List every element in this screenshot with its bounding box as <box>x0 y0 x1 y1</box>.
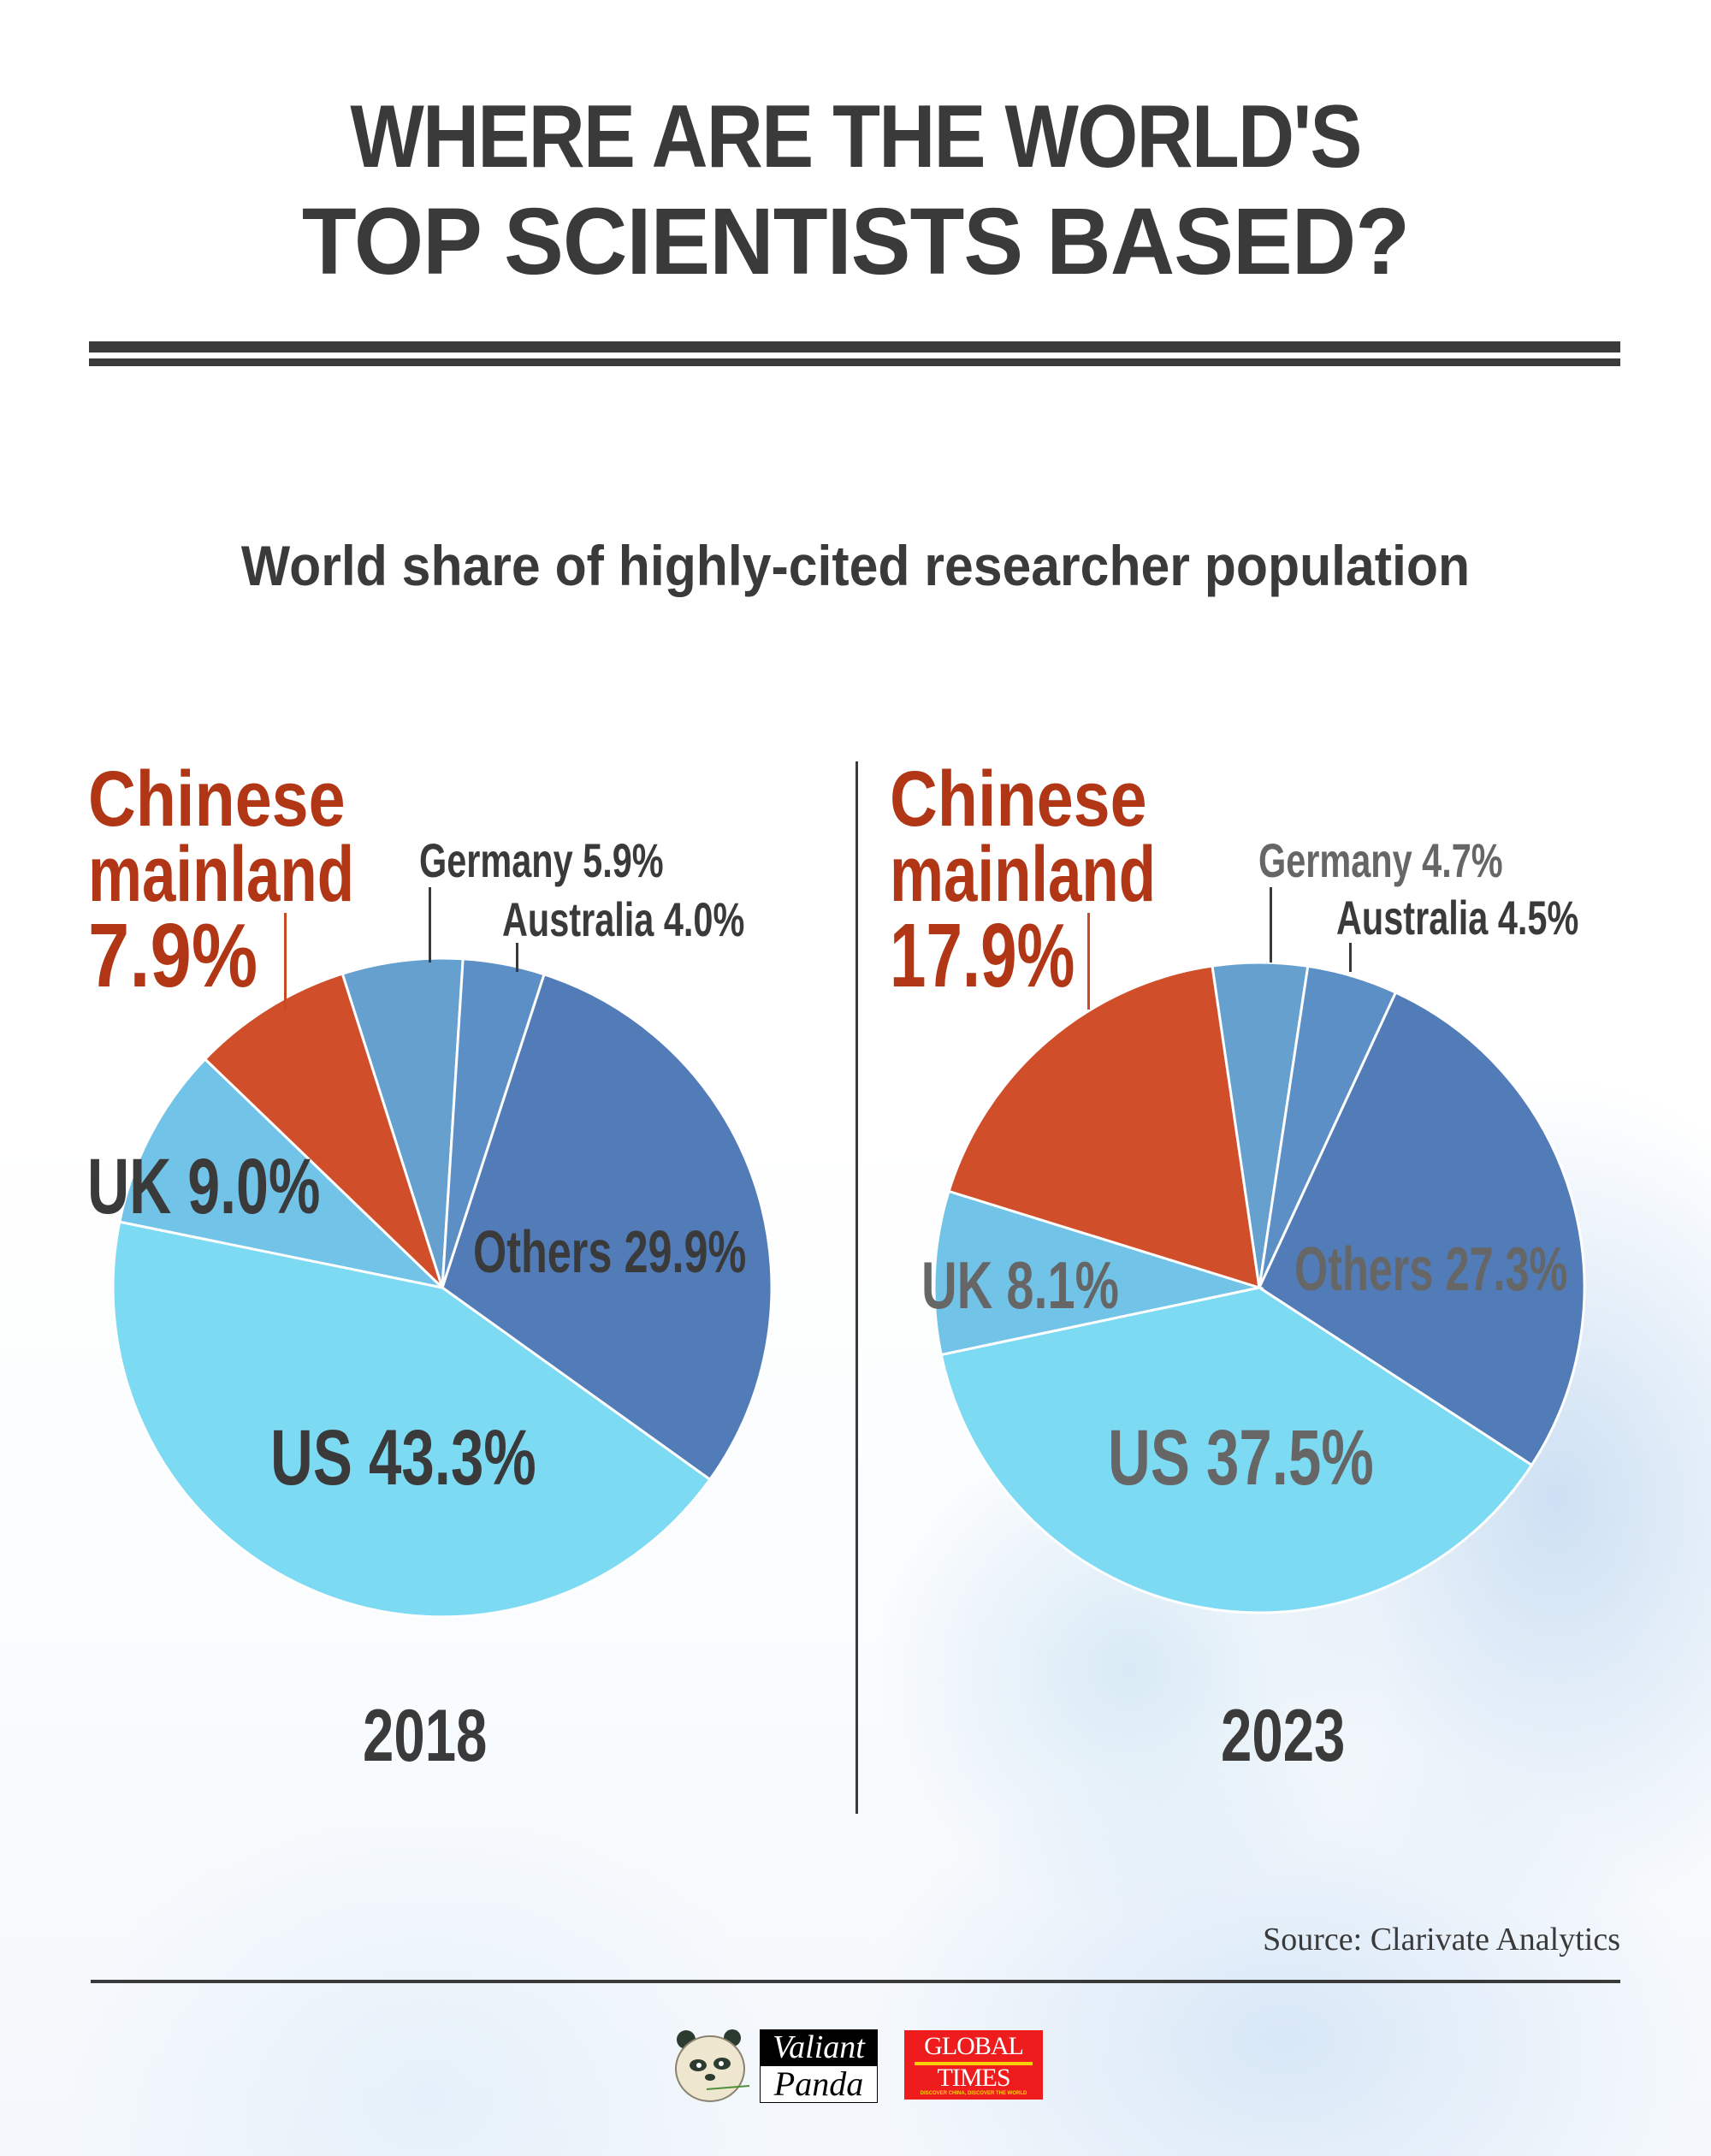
label-us-2023: US 37.5% <box>1108 1414 1374 1502</box>
label-china-2023-line2: mainland <box>890 831 1156 918</box>
panda-icon <box>675 2029 749 2102</box>
label-uk-2023: UK 8.1% <box>921 1247 1119 1323</box>
label-germany-2023: Germany 4.7% <box>1258 833 1503 887</box>
chart-divider <box>856 761 858 1814</box>
label-uk-2018: UK 9.0% <box>87 1143 321 1230</box>
label-china-2023-value: 17.9% <box>890 905 1075 1006</box>
pie-slice-uk <box>932 1189 1264 1357</box>
leader-germany-2018 <box>429 887 431 962</box>
valiant-panda-logo: Valiant Panda <box>672 2026 878 2105</box>
gt-tagline: DISCOVER CHINA, DISCOVER THE WORLD <box>920 2091 1027 2096</box>
label-us-2018: US 43.3% <box>270 1414 536 1502</box>
leader-germany-2023 <box>1270 887 1272 962</box>
year-label-2023: 2023 <box>1221 1695 1346 1777</box>
gt-text-bottom: TIMES <box>937 2064 1011 2092</box>
label-china-2018-line1: Chinese <box>88 755 346 843</box>
year-label-2018: 2018 <box>363 1695 488 1777</box>
page-title-line-2: TOP SCIENTISTS BASED? <box>301 189 1410 294</box>
leader-china-2018 <box>284 913 287 1010</box>
pie-slice-us <box>111 1220 712 1619</box>
title-rule-thick <box>89 341 1620 352</box>
label-others-2023: Others 27.3% <box>1294 1235 1568 1304</box>
label-china-2018-value: 7.9% <box>88 905 258 1006</box>
global-times-logo: GLOBAL TIMES DISCOVER CHINA, DISCOVER TH… <box>904 2030 1043 2100</box>
title-rule-thin <box>89 358 1620 366</box>
panda-text-bottom: Panda <box>760 2065 878 2103</box>
label-china-2018-line2: mainland <box>88 831 354 918</box>
pie-slice-others <box>441 972 773 1482</box>
gt-yellow-bar <box>915 2062 1033 2065</box>
leader-australia-2023 <box>1349 943 1352 972</box>
label-australia-2018: Australia 4.0% <box>502 892 745 946</box>
label-others-2018: Others 29.9% <box>473 1218 747 1285</box>
label-australia-2023: Australia 4.5% <box>1336 891 1579 945</box>
leader-china-2023 <box>1087 913 1090 1010</box>
label-china-2023-line1: Chinese <box>890 755 1147 843</box>
pie-slice-uk <box>118 1057 447 1290</box>
page-title-line-1: WHERE ARE THE WORLD'S <box>350 87 1362 187</box>
label-germany-2018: Germany 5.9% <box>419 833 664 887</box>
pie-slice-australia <box>1258 964 1398 1288</box>
pie-slice-australia <box>441 957 546 1288</box>
chart-subtitle: World share of highly-cited researcher p… <box>240 534 1471 597</box>
pie-slice-others <box>1258 991 1586 1467</box>
pie-slice-us <box>939 1286 1534 1614</box>
gt-text-top: GLOBAL <box>924 2032 1024 2060</box>
footer-rule <box>91 1980 1620 1983</box>
pie-slice-chinese-mainland <box>203 972 444 1289</box>
leader-australia-2018 <box>516 943 518 972</box>
pie-slice-germany <box>340 957 465 1288</box>
pie-slice-chinese-mainland <box>947 964 1261 1290</box>
panda-text-top: Valiant <box>760 2029 878 2065</box>
source-note: Source: Clarivate Analytics <box>1263 1922 1620 1958</box>
